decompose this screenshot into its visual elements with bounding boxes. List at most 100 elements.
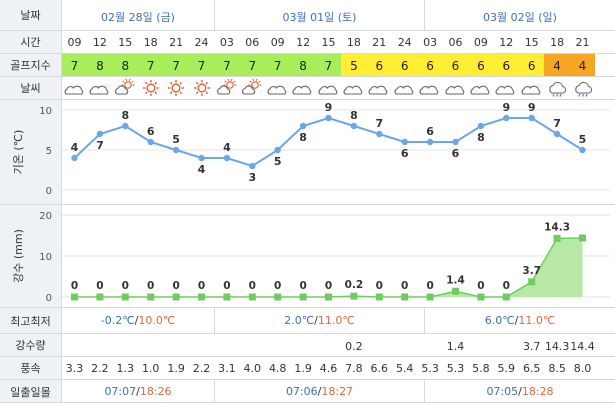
temperature-label-cell [0,100,61,204]
rain-axis-label: 강수 (mm) [12,229,25,283]
hour-cell: 21 [372,36,387,49]
golf-index-cell [315,54,342,76]
sun-day-2: 07:06/18:27 [215,385,424,398]
rain-data-label: 0 [198,280,205,292]
golf-index-value: 7 [146,59,155,73]
day-divider [214,0,215,31]
sun-sep: / [317,385,322,398]
row-divider [0,76,615,77]
rain-point [350,292,358,300]
rain-data-label: 0 [299,280,306,292]
golf-index-value: 6 [477,59,485,73]
temperature-data-label: 3 [248,171,256,184]
temperature-data-label: 5 [274,155,282,168]
day-divider [214,380,215,403]
partly-cloudy-icon [216,78,238,97]
golf-index-value: 7 [273,59,282,73]
wind-value: 5.3 [446,362,465,375]
rain-icon [572,79,594,97]
cloud-icon [292,79,314,97]
temperature-data-label: 4 [198,163,206,176]
rain-point [96,293,104,301]
golf-index-cell [569,54,596,76]
rain-icon [546,79,568,97]
wind-value: 7.8 [345,362,363,375]
hour-cell: 06 [448,36,463,49]
hour-cell: 18 [346,36,361,49]
minmax-high: 10.0℃ [138,314,176,327]
temperature-point [325,114,332,122]
sun-icon [140,79,162,97]
wind-value: 4.0 [243,362,262,375]
golf-index-cell [188,54,215,76]
golf-index-value: 6 [426,59,434,73]
precip-value: 14.4 [570,340,595,353]
cloud-icon [89,79,111,97]
minmax-low: 2.0℃ [284,314,315,327]
wind-value: 6.5 [522,362,541,375]
minmax-high: 11.0℃ [518,314,556,327]
golf-index-cell [392,54,418,76]
hour-cell: 12 [92,36,107,49]
golf-index-cell [61,54,88,76]
sun-sep: / [136,385,140,398]
temperature-point [376,130,383,138]
y-tick-label: 10 [39,252,52,263]
temperature-axis-label: 기온 (℃) [12,130,25,175]
hour-cell: 24 [194,36,209,49]
rain-data-label: 0 [122,280,129,292]
golf-index-value: 8 [96,59,104,73]
temperature-data-label: 6 [426,125,434,138]
temperature-data-label: 8 [350,109,358,122]
temperature-point [299,122,307,130]
cloud-icon [419,79,441,97]
sunrise-sunset-label: 일출일몰 [0,380,61,403]
minmax-day-3: 6.0℃/11.0℃ [425,314,615,327]
temperature-data-label: 6 [147,125,155,138]
temperature-data-label: 7 [553,117,561,130]
temperature-point [71,154,78,162]
y-tick-label: 5 [46,146,52,157]
rain-point [172,293,180,301]
wind-value: 1.0 [141,362,160,375]
hour-cell: 03 [423,36,438,49]
rain-point [426,293,434,301]
row-divider [0,30,615,31]
rain-point [401,293,409,301]
golf-index-value: 7 [70,59,79,73]
wind-value: 3.3 [65,362,84,375]
sunset-time: 18:27 [321,385,354,398]
golf-index-cell [366,54,392,76]
wind-label: 풍속 [0,357,61,379]
golf-index-cell [468,54,494,76]
temperature-point [172,146,180,154]
wind-value: 2.2 [192,362,211,375]
hour-cell: 21 [169,36,184,49]
golf-index-cell [112,54,138,76]
temperature-data-label: 7 [375,117,383,130]
hour-cell: 09 [270,36,285,49]
minmax-sep: / [514,314,519,327]
temperature-point [122,122,129,130]
rain-data-label: 0 [147,280,154,292]
rain-point [198,293,205,301]
golf-index-value: 6 [451,59,460,73]
rain-data-label: 3.7 [522,265,541,277]
rain-chart: 강수 (mm) 0 10 20 0 0 0 0 0 0 0 0 0 0 0 0.2 0 0 0 1.4 0 0 3.7 14… [12,211,610,304]
rain-data-label: 0 [274,280,281,292]
wind-value: 5.8 [472,362,490,375]
temperature-point [96,130,104,138]
temperature-data-label: 8 [121,109,129,122]
cloud-icon [521,79,543,97]
hour-cell: 24 [397,36,412,49]
day-header-1: 02월 28일 (금) [101,11,175,24]
hour-cell: 12 [499,36,514,49]
y-tick-label: 0 [46,293,52,304]
temperature-point [401,138,408,146]
row-divider [0,307,615,308]
wind-value: 3.1 [218,362,236,375]
cloud-icon [368,79,390,97]
time-label: 시간 [0,31,61,53]
rain-area [74,237,583,297]
hour-cell: 18 [550,36,565,49]
